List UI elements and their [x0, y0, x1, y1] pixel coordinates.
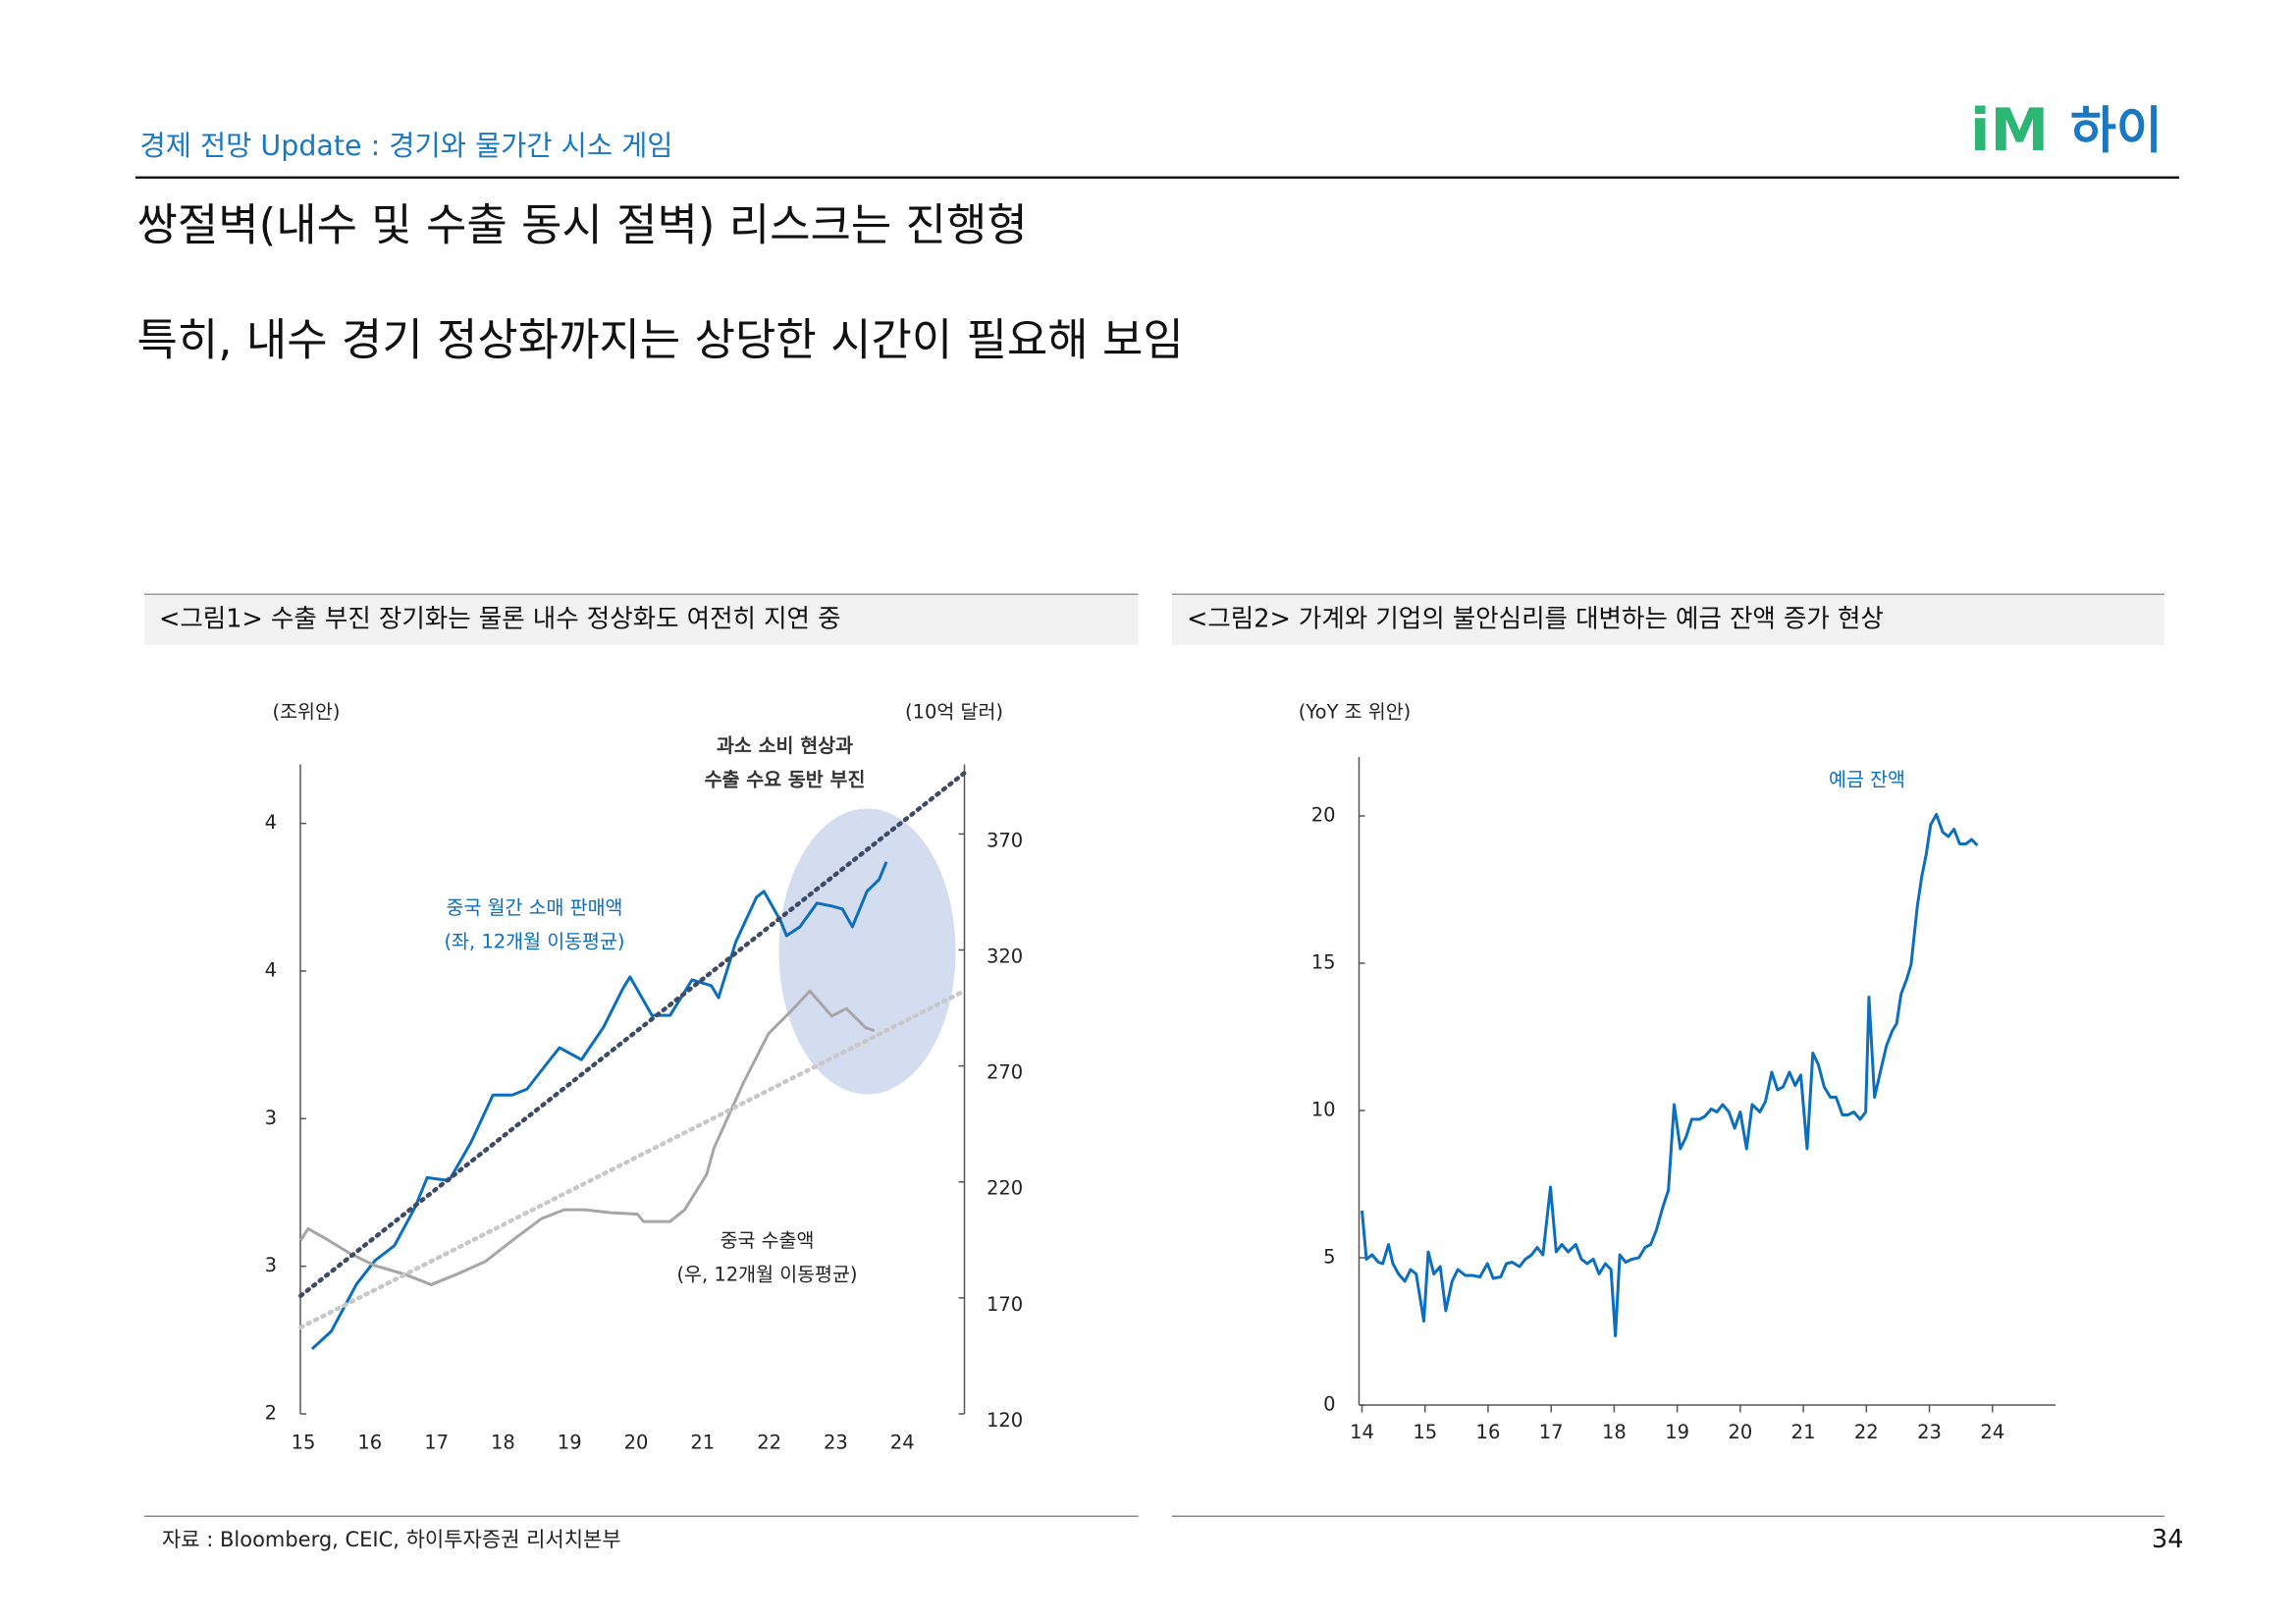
y-tick-label: 2 [265, 1401, 277, 1424]
series-label: 예금 잔액 [1829, 768, 1905, 790]
series-line [299, 989, 876, 1286]
caption: <그림1> 수출 부진 장기화는 물론 내수 정상화도 여전히 지연 중 [159, 604, 841, 633]
y2-tick-label: 370 [987, 829, 1023, 851]
annotation: 과소 소비 현상과 [717, 734, 853, 757]
y2-tick-label: 220 [987, 1177, 1023, 1200]
y-tick-label: 5 [1323, 1245, 1335, 1268]
logo-text: 하이 [2070, 102, 2163, 160]
y2-tick-label: 270 [987, 1061, 1023, 1084]
x-tick-label: 22 [1854, 1421, 1879, 1443]
x-tick-label: 19 [1665, 1421, 1689, 1443]
x-tick-label: 16 [357, 1431, 382, 1453]
y-axis-label: (YoY 조 위안) [1299, 700, 1412, 723]
series-line [1361, 812, 1979, 1337]
logo-mark: iM [1970, 96, 2049, 165]
y-tick-label: 0 [1323, 1392, 1335, 1415]
caption: <그림2> 가계와 기업의 불안심리를 대변하는 예금 잔액 증가 현상 [1187, 604, 1884, 633]
x-tick-label: 15 [292, 1431, 316, 1453]
highlight [778, 808, 956, 1095]
caption-bar [144, 593, 1139, 645]
x-tick-label: 18 [491, 1431, 515, 1453]
x-tick-label: 24 [1980, 1421, 2004, 1443]
series-line [310, 861, 888, 1350]
x-tick-label: 16 [1476, 1421, 1501, 1443]
headline: 특히, 내수 경기 정상화까지는 상당한 시간이 필요해 보임 [137, 313, 1184, 365]
x-tick-label: 17 [424, 1431, 449, 1453]
x-tick-label: 17 [1539, 1421, 1564, 1443]
x-tick-label: 15 [1413, 1421, 1437, 1443]
trend-line [298, 771, 967, 1298]
y-tick-label: 4 [265, 958, 277, 981]
y2-tick-label: 320 [987, 945, 1023, 967]
y-tick-label: 3 [265, 1254, 277, 1276]
x-tick-label: 21 [690, 1431, 715, 1453]
y-tick-label: 15 [1311, 950, 1336, 973]
series-note: (좌, 12개월 이동평균) [444, 930, 624, 952]
y-tick-label: 20 [1311, 803, 1336, 826]
x-tick-label: 23 [1917, 1421, 1942, 1443]
annotation: 수출 수요 동반 부진 [705, 768, 866, 790]
series-note: (우, 12개월 이동평균) [676, 1263, 857, 1285]
y2-tick-label: 120 [987, 1409, 1023, 1432]
series-label: 중국 월간 소매 판매액 [447, 896, 623, 919]
y2-tick-label: 170 [987, 1293, 1023, 1316]
section-title: 경제 전망 Update : 경기와 물가간 시소 게임 [140, 130, 673, 162]
y-axis-label: (조위안) [273, 700, 341, 723]
x-tick-label: 22 [757, 1431, 781, 1453]
x-tick-label: 24 [890, 1431, 915, 1453]
y-tick-label: 4 [265, 811, 277, 834]
x-tick-label: 18 [1602, 1421, 1627, 1443]
x-tick-label: 20 [1728, 1421, 1752, 1443]
trend-line [298, 989, 967, 1330]
y-tick-label: 3 [265, 1107, 277, 1129]
x-tick-label: 21 [1791, 1421, 1816, 1443]
x-tick-label: 23 [824, 1431, 848, 1453]
y2-axis-label: (10억 달러) [905, 700, 1003, 723]
y-tick-label: 10 [1311, 1098, 1336, 1120]
x-tick-label: 19 [558, 1431, 582, 1453]
x-tick-label: 14 [1350, 1421, 1374, 1443]
headline: 쌍절벽(내수 및 수출 동시 절벽) 리스크는 진행형 [137, 198, 1028, 250]
page-number: 34 [2152, 1525, 2183, 1554]
caption-bar [1172, 593, 2164, 645]
x-tick-label: 20 [624, 1431, 649, 1453]
series-label: 중국 수출액 [721, 1229, 815, 1252]
source: 자료 : Bloomberg, CEIC, 하이투자증권 리서치본부 [162, 1528, 621, 1551]
